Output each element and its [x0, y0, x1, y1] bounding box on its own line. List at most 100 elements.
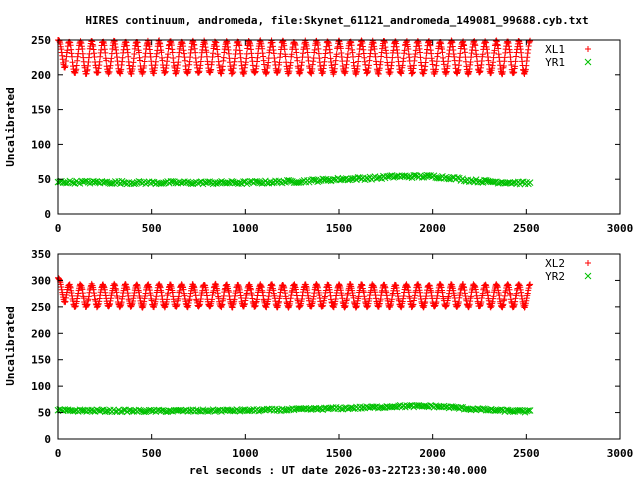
legend-marker-yr1 — [584, 58, 592, 66]
y-tick-label: 50 — [38, 407, 51, 420]
point-xl1 — [136, 57, 143, 64]
point-yr1 — [469, 177, 477, 185]
point-yr1 — [518, 178, 526, 186]
series-yr2 — [54, 401, 534, 416]
point-xl1 — [350, 53, 357, 60]
legend-label-xl2: XL2 — [545, 257, 565, 270]
point-xl1 — [400, 55, 407, 62]
point-xl1 — [102, 49, 109, 56]
point-xl1 — [293, 49, 300, 56]
point-xl1 — [287, 59, 294, 66]
bottom-y-axis-label: Uncalibrated — [4, 306, 17, 385]
point-yr1 — [246, 178, 254, 185]
point-yr1 — [69, 179, 77, 187]
point-yr1 — [255, 178, 262, 186]
chart-title: HIRES continuum, andromeda, file:Skynet_… — [85, 14, 588, 27]
point-xl2 — [527, 281, 534, 288]
legend-marker-xl1 — [585, 46, 591, 52]
point-xl1 — [165, 51, 172, 58]
bottom-data-points — [54, 274, 534, 416]
x-axis-label: rel seconds : UT date 2026-03-22T23:30:4… — [189, 464, 487, 477]
point-yr1 — [63, 179, 70, 187]
point-xl1 — [333, 51, 340, 58]
point-yr1 — [169, 178, 177, 185]
x-tick-label: 2000 — [419, 447, 446, 460]
legend-symbol — [585, 260, 591, 266]
point-xl1 — [327, 49, 334, 56]
point-yr1 — [476, 177, 483, 185]
point-xl1 — [136, 49, 143, 56]
point-xl1 — [417, 54, 424, 61]
point-xl1 — [383, 54, 390, 61]
point-xl1 — [220, 54, 227, 61]
legend-label-yr2: YR2 — [545, 270, 565, 283]
x-tick-label: 500 — [142, 447, 162, 460]
y-tick-label: 300 — [31, 274, 51, 287]
point-xl1 — [261, 61, 268, 68]
series-yr1 — [54, 171, 534, 188]
legend-label-yr1: YR1 — [545, 56, 565, 69]
point-xl1 — [423, 55, 430, 62]
bottom-legend: XL2 YR2 — [545, 257, 592, 283]
point-xl1 — [527, 37, 534, 44]
y-tick-label: 200 — [31, 327, 51, 340]
top-y-axis-label: Uncalibrated — [4, 87, 17, 166]
point-yr1 — [196, 178, 203, 186]
y-tick-label: 150 — [31, 104, 51, 117]
point-yr2 — [236, 407, 244, 415]
point-yr1 — [412, 171, 419, 179]
y-tick-label: 100 — [31, 380, 51, 393]
top-axes: 0 500 1000 1500 2000 2500 3000 0 50 100 150 200 250 — [31, 34, 633, 235]
point-yr2 — [337, 405, 345, 413]
point-yr2 — [135, 406, 143, 414]
point-xl1 — [310, 54, 317, 61]
point-yr2 — [407, 402, 414, 409]
x-tick-label: 500 — [142, 222, 162, 235]
point-xl1 — [299, 59, 306, 66]
point-yr2 — [111, 408, 119, 415]
point-xl1 — [125, 53, 132, 60]
point-yr1 — [526, 179, 534, 186]
point-yr1 — [315, 177, 323, 185]
point-xl1 — [405, 46, 412, 53]
point-xl1 — [215, 53, 222, 60]
point-yr2 — [457, 403, 465, 411]
bottom-panel: 0 500 1000 1500 2000 2500 3000 0 50 100 150 200 250 3… — [4, 248, 633, 477]
point-yr1 — [477, 178, 485, 186]
point-xl1 — [294, 57, 301, 64]
point-xl1 — [62, 63, 69, 70]
point-yr2 — [479, 405, 487, 412]
point-xl1 — [377, 58, 384, 65]
point-yr1 — [449, 173, 456, 181]
point-xl1 — [181, 57, 188, 64]
point-xl1 — [192, 49, 199, 56]
point-yr2 — [498, 406, 505, 413]
point-yr1 — [287, 177, 295, 185]
point-yr2 — [159, 406, 166, 414]
point-yr2 — [526, 407, 534, 414]
point-xl1 — [158, 49, 165, 56]
top-panel: 0 500 1000 1500 2000 2500 3000050100150200250 … — [4, 34, 633, 235]
point-yr1 — [268, 179, 276, 187]
point-xl1 — [439, 49, 446, 56]
y-tick-label: 250 — [31, 301, 51, 314]
y-tick-label: 350 — [31, 248, 51, 261]
point-xl1 — [512, 63, 519, 70]
point-xl1 — [434, 50, 441, 57]
y-tick-label: 100 — [31, 138, 51, 151]
point-xl1 — [276, 59, 283, 66]
x-tick-label: 1000 — [232, 222, 259, 235]
y-tick-label: 50 — [38, 173, 51, 186]
point-xl1 — [86, 50, 93, 57]
point-xl1 — [472, 42, 479, 49]
point-yr1 — [310, 176, 318, 184]
y-tick-label: 0 — [44, 433, 51, 446]
legend-label-xl1: XL1 — [545, 43, 565, 56]
x-tick-label: 1500 — [326, 222, 353, 235]
legend-symbol — [584, 58, 592, 66]
x-tick-label: 3000 — [607, 222, 634, 235]
point-yr1 — [435, 174, 443, 182]
x-tick-label: 0 — [55, 222, 62, 235]
point-xl1 — [131, 51, 138, 58]
point-xl1 — [344, 50, 351, 57]
